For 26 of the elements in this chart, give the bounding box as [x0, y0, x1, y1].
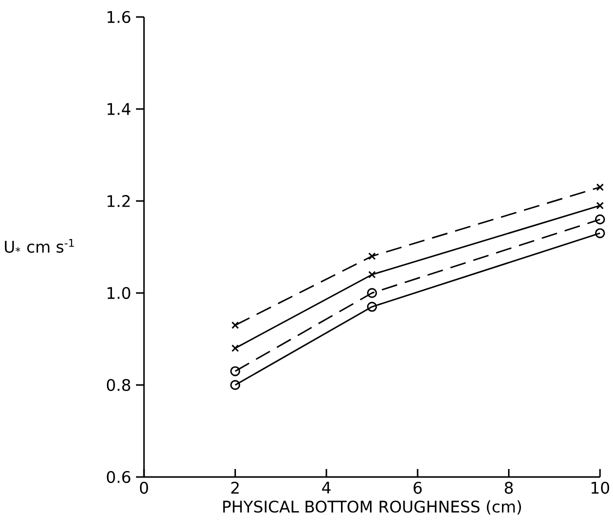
point — [230, 366, 240, 376]
x-tick-label: 6 — [414, 482, 422, 494]
point — [596, 202, 604, 210]
y-tick-label: 1.2 — [108, 195, 130, 207]
point — [367, 288, 378, 298]
point — [367, 302, 378, 312]
point — [368, 252, 376, 260]
x-tick-label: 4 — [322, 482, 331, 494]
y-tick-label: 0.8 — [106, 378, 130, 392]
point — [231, 344, 239, 352]
x-tick-label: 8 — [504, 482, 513, 494]
point — [596, 183, 604, 191]
point — [230, 380, 240, 390]
x-tick-label: 0 — [140, 482, 148, 494]
x-tick-label: 10 — [592, 482, 610, 494]
point — [595, 228, 606, 238]
point — [231, 321, 239, 329]
y-tick-label: 1.4 — [108, 103, 130, 115]
point — [595, 214, 606, 224]
x-tick-label: 2 — [231, 482, 239, 494]
y-tick-label: 0.6 — [106, 470, 130, 484]
x-axis-title: PHYSICAL BOTTOM ROUGHNESS (cm) — [223, 500, 521, 515]
point — [368, 270, 376, 278]
y-tick-label: 1.6 — [108, 10, 130, 24]
y-tick-label: 1.0 — [108, 286, 130, 300]
y-axis-title: U$_{*}$ cm s$^{-1}$ — [4, 239, 74, 253]
